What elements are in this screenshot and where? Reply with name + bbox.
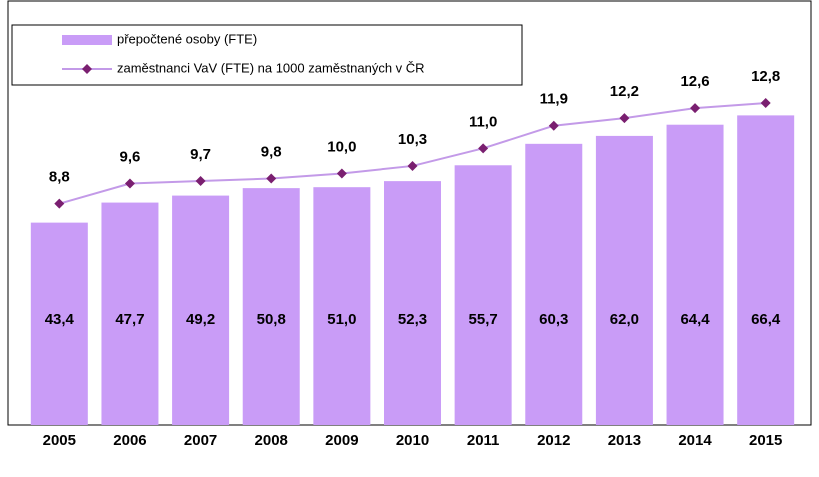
bar bbox=[172, 195, 230, 425]
line-value-label: 11,0 bbox=[469, 113, 497, 130]
x-tick-label: 2008 bbox=[255, 432, 288, 449]
marker bbox=[478, 143, 489, 154]
legend-box bbox=[11, 24, 523, 86]
marker bbox=[548, 120, 559, 131]
bar-value-label: 51,0 bbox=[327, 311, 356, 328]
marker bbox=[54, 198, 65, 209]
legend-marker bbox=[82, 64, 92, 74]
bar bbox=[595, 135, 653, 426]
marker bbox=[195, 176, 206, 187]
bar-value-label: 55,7 bbox=[469, 311, 498, 328]
line-value-label: 9,7 bbox=[190, 146, 211, 163]
x-tick-label: 2006 bbox=[113, 432, 146, 449]
bar-value-label: 52,3 bbox=[398, 311, 427, 328]
line-value-label: 10,0 bbox=[327, 138, 356, 155]
bar-value-label: 43,4 bbox=[45, 311, 75, 328]
line-value-label: 10,3 bbox=[398, 131, 427, 148]
marker bbox=[690, 103, 701, 114]
bar bbox=[242, 188, 300, 425]
line-value-label: 11,9 bbox=[540, 91, 568, 108]
line-value-label: 9,6 bbox=[120, 149, 141, 166]
bar bbox=[666, 124, 724, 426]
line-value-label: 8,8 bbox=[49, 169, 70, 186]
x-tick-label: 2013 bbox=[608, 432, 641, 449]
marker bbox=[266, 173, 277, 184]
bar bbox=[454, 165, 512, 426]
legend-label: přepočtené osoby (FTE) bbox=[117, 31, 257, 46]
bar-value-label: 60,3 bbox=[539, 311, 568, 328]
line-value-label: 12,6 bbox=[680, 73, 709, 90]
bar-value-label: 66,4 bbox=[751, 311, 781, 328]
x-tick-label: 2007 bbox=[184, 432, 217, 449]
line-value-label: 12,2 bbox=[610, 83, 639, 100]
x-tick-label: 2009 bbox=[325, 432, 358, 449]
x-tick-label: 2005 bbox=[43, 432, 76, 449]
line-value-label: 9,8 bbox=[261, 143, 282, 160]
marker bbox=[124, 178, 135, 189]
bar bbox=[101, 202, 159, 425]
x-tick-label: 2010 bbox=[396, 432, 429, 449]
x-tick-label: 2011 bbox=[467, 432, 500, 449]
x-tick-label: 2014 bbox=[678, 432, 712, 449]
bar-value-label: 49,2 bbox=[186, 311, 215, 328]
x-tick-label: 2012 bbox=[537, 432, 570, 449]
marker bbox=[619, 113, 630, 124]
marker bbox=[407, 160, 418, 171]
legend-label: zaměstnanci VaV (FTE) na 1000 zaměstnaný… bbox=[117, 60, 425, 75]
legend-swatch bbox=[62, 35, 112, 45]
bar-value-label: 62,0 bbox=[610, 311, 639, 328]
bar bbox=[313, 187, 371, 425]
bar bbox=[525, 143, 583, 425]
bar-value-label: 64,4 bbox=[680, 311, 710, 328]
bar-value-label: 47,7 bbox=[115, 311, 144, 328]
bar-value-label: 50,8 bbox=[257, 311, 286, 328]
bar bbox=[384, 181, 441, 425]
line-value-label: 12,8 bbox=[751, 68, 780, 85]
marker bbox=[336, 168, 347, 179]
bar bbox=[30, 222, 88, 425]
marker bbox=[760, 98, 771, 109]
bar bbox=[737, 115, 795, 425]
x-tick-label: 2015 bbox=[749, 432, 782, 449]
